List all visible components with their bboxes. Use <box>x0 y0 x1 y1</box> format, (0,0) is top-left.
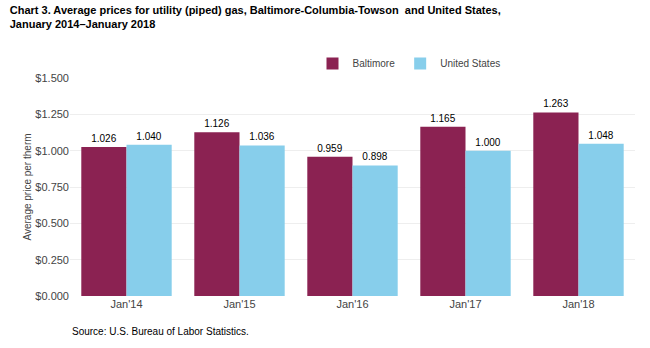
svg-text:1.040: 1.040 <box>136 131 161 142</box>
svg-text:$0.000: $0.000 <box>35 290 69 302</box>
svg-text:0.898: 0.898 <box>362 151 387 162</box>
svg-text:Jan'16: Jan'16 <box>336 298 368 310</box>
svg-text:Source: U.S. Bureau of Labor S: Source: U.S. Bureau of Labor Statistics. <box>72 326 249 337</box>
svg-text:Jan'18: Jan'18 <box>562 298 594 310</box>
svg-text:$1.500: $1.500 <box>35 72 69 84</box>
svg-text:Jan'15: Jan'15 <box>223 298 255 310</box>
svg-text:$1.000: $1.000 <box>35 145 69 157</box>
svg-text:United States: United States <box>440 58 500 69</box>
svg-text:1.126: 1.126 <box>204 118 229 129</box>
svg-text:1.048: 1.048 <box>588 130 613 141</box>
svg-text:1.165: 1.165 <box>430 113 455 124</box>
svg-text:1.263: 1.263 <box>543 98 568 109</box>
svg-text:Average price per therm: Average price per therm <box>22 133 33 240</box>
svg-text:1.026: 1.026 <box>91 133 116 144</box>
svg-text:Chart 3. Average prices for ut: Chart 3. Average prices for utility (pip… <box>10 4 501 30</box>
svg-text:$1.250: $1.250 <box>35 108 69 120</box>
svg-text:Baltimore: Baltimore <box>353 58 396 69</box>
svg-text:1.000: 1.000 <box>475 137 500 148</box>
svg-text:$0.250: $0.250 <box>35 254 69 266</box>
svg-text:$0.750: $0.750 <box>35 181 69 193</box>
svg-text:1.036: 1.036 <box>249 131 274 142</box>
svg-text:Jan'14: Jan'14 <box>110 298 142 310</box>
svg-text:$0.500: $0.500 <box>35 217 69 229</box>
svg-text:0.959: 0.959 <box>317 143 342 154</box>
svg-text:Jan'17: Jan'17 <box>449 298 481 310</box>
